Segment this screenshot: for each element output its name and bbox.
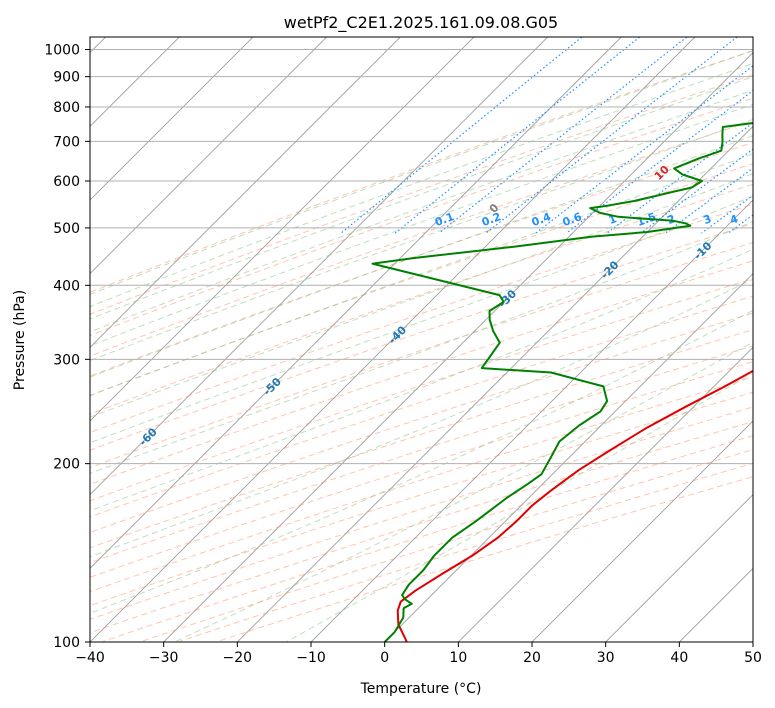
isotherm-label: -70: [13, 475, 36, 498]
isotherm-line: [90, 37, 549, 496]
plot-frame: [89, 36, 754, 643]
isotherm-label: -30: [496, 287, 519, 310]
reference-lines: [90, 35, 775, 642]
y-tick-label: 600: [53, 174, 80, 190]
profiles: [371, 121, 753, 642]
mixing-ratio-line: [535, 65, 753, 234]
x-tick-label: −10: [296, 650, 326, 666]
isotherm-line: [310, 199, 753, 642]
isotherm-label: -20: [598, 258, 621, 281]
x-tick-label: −40: [75, 650, 105, 666]
isotherm-line: [678, 567, 753, 642]
dewpoint-profile: [371, 121, 753, 642]
isotherm-line: [90, 37, 696, 642]
mixing-ratio-line: [485, 37, 738, 234]
isotherm-line: [90, 37, 254, 201]
moist-adiabat-line: [90, 103, 753, 347]
dry-adiabat-line: [90, 329, 753, 549]
mixing-ratio-label: 3: [702, 212, 714, 227]
x-tick-label: −30: [149, 650, 179, 666]
mixing-ratio-label: 0.6: [561, 210, 584, 229]
x-tick-label: 50: [744, 650, 762, 666]
isotherm-line: [236, 125, 753, 642]
y-tick-label: 100: [53, 635, 80, 651]
moist-adiabat-line: [90, 248, 753, 512]
x-tick-label: 20: [523, 650, 541, 666]
mixing-ratio-line: [727, 214, 753, 234]
y-axis-title: Pressure (hPa): [12, 290, 28, 390]
dry-adiabat-line: [90, 295, 753, 518]
dry-adiabat-line: [90, 74, 753, 315]
dry-adiabat-line: [90, 203, 753, 433]
x-tick-label: 30: [597, 650, 615, 666]
mixing-ratio-label: 0.4: [530, 210, 553, 229]
isotherm-line: [457, 346, 753, 642]
moist-adiabat-line: [285, 372, 753, 642]
y-tick-label: 800: [53, 100, 80, 116]
isotherm-line: [605, 494, 753, 642]
x-tick-label: 10: [449, 650, 467, 666]
isotherm-line: [90, 37, 328, 275]
reference-line-labels: 0.10.20.40.611.52346810131620253036-100-…: [13, 163, 775, 498]
y-tick-label: 900: [53, 70, 80, 86]
mixing-ratio-label: 2: [665, 212, 677, 227]
isotherm-line: [90, 37, 475, 422]
dry-adiabat-line: [90, 391, 753, 607]
dry-adiabat-line: [90, 241, 753, 469]
x-axis: −40 −30 −20 −10 0 10 20 30 40 50: [75, 642, 762, 666]
x-tick-label: 0: [380, 650, 389, 666]
mixing-ratio-label: 6: [767, 212, 775, 227]
isotherm-line: [163, 52, 753, 642]
mixing-ratio-label: 0.1: [433, 210, 456, 229]
mixing-ratio-line: [640, 148, 753, 234]
moist-adiabat-line: [90, 118, 753, 362]
dry-adiabat-line: [90, 361, 753, 578]
dry-adiabat-line: [90, 97, 753, 337]
x-tick-label: 40: [670, 650, 688, 666]
mixing-ratio-line: [665, 167, 753, 234]
temperature-profile: [396, 369, 753, 642]
isotherm-line: [384, 273, 753, 642]
chart-title: wetPf2_C2E1.2025.161.09.08.G05: [284, 13, 558, 33]
mixing-ratio-line: [394, 37, 641, 234]
y-tick-label: 300: [53, 352, 80, 368]
y-tick-label: 500: [53, 221, 80, 237]
dry-adiabat-line: [90, 278, 753, 502]
y-tick-label: 400: [53, 278, 80, 294]
mixing-ratio-line: [767, 35, 775, 234]
isotherm-label: -60: [137, 425, 160, 448]
y-tick-label: 1000: [44, 43, 80, 59]
x-tick-label: −20: [223, 650, 253, 666]
moist-adiabat-line: [90, 220, 753, 474]
moist-adiabat-line: [90, 278, 753, 558]
y-tick-label: 200: [53, 457, 80, 473]
mixing-ratio-label: 1: [607, 212, 619, 227]
mixing-ratio-line: [566, 89, 753, 234]
mixing-ratio-label: 4: [728, 212, 740, 227]
mixing-ratio-label: 0.2: [480, 210, 503, 229]
dry-adiabat-line: [90, 420, 753, 634]
pressure-gridlines: [90, 49, 753, 643]
isotherm-line: [90, 37, 622, 569]
isotherm-line: [531, 420, 753, 642]
isotherm-line: [752, 641, 753, 642]
moist-adiabat-line: [90, 135, 753, 378]
y-axis: 100 200 300 400 500 600 700 800 900 1000: [44, 43, 90, 651]
dry-adiabat-line: [90, 183, 753, 415]
x-axis-title: Temperature (°C): [360, 681, 482, 697]
y-tick-label: 700: [53, 134, 80, 150]
